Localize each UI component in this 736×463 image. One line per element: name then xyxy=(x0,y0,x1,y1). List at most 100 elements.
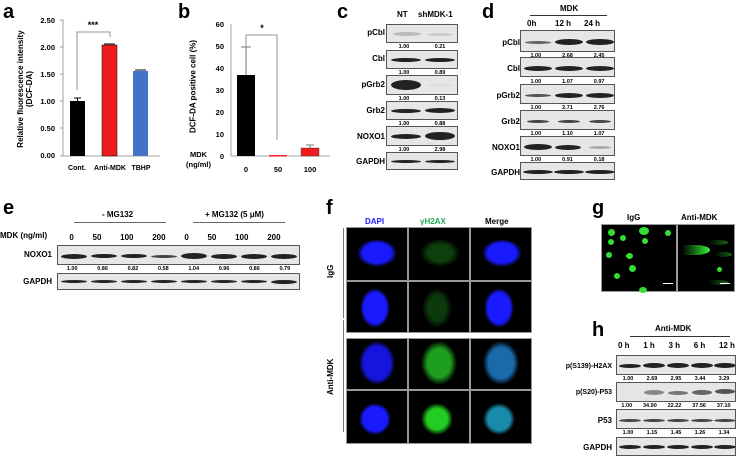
image-anti-mdk-dapi-2 xyxy=(346,390,408,444)
svg-text:20: 20 xyxy=(216,108,224,117)
blot-noxo1 xyxy=(57,245,300,265)
svg-text:TBHP: TBHP xyxy=(131,165,150,172)
blot-pp53 xyxy=(616,382,736,402)
svg-text:***: *** xyxy=(88,20,99,30)
group-header: - MG132 xyxy=(102,210,134,219)
col-header: NT xyxy=(397,10,408,19)
panel-a-ylabel: Relative fluorescence intensity (DCF-DA) xyxy=(16,30,34,148)
svg-text:100: 100 xyxy=(304,165,317,174)
row-label: NOXO1 xyxy=(356,132,385,141)
group-header: Anti-MDK xyxy=(655,324,692,333)
panel-label-a: a xyxy=(3,1,15,23)
col-header-anti-mdk: Anti-MDK xyxy=(681,213,718,222)
row-label: Grb2 xyxy=(501,117,520,126)
row-label: GAPDH xyxy=(23,277,52,286)
svg-text:0: 0 xyxy=(220,152,224,161)
image-anti-mdk-dapi-1 xyxy=(346,338,408,390)
blot-noxo1 xyxy=(520,136,615,156)
blot-pgrb2 xyxy=(520,84,615,104)
dose-columns: 0 50 100 200 0 50 100 200 xyxy=(69,233,281,242)
blot-pcbl xyxy=(386,24,458,43)
row-label: GAPDH xyxy=(491,168,520,177)
panel-label-e: e xyxy=(3,197,15,219)
panel-b-xlabel: MDK (ng/ml) xyxy=(186,150,211,169)
svg-text:Anti-MDK: Anti-MDK xyxy=(94,165,126,172)
blot-pgrb2 xyxy=(386,75,458,95)
blot-noxo1 xyxy=(386,126,458,146)
image-igg-dapi-2 xyxy=(346,281,408,333)
row-label-igg: IgG xyxy=(326,264,335,278)
row-label: NOXO1 xyxy=(23,250,52,259)
image-igg-h2ax-2 xyxy=(408,281,470,333)
svg-text:0: 0 xyxy=(244,165,248,174)
image-anti-mdk-h2ax-2 xyxy=(408,390,470,444)
group-header: + MG132 (5 μM) xyxy=(205,210,264,219)
row-header: MDK (ng/ml) xyxy=(0,231,48,240)
panel-label-g: g xyxy=(592,197,605,219)
svg-text:1.00: 1.00 xyxy=(40,97,55,106)
col-header-merge: Merge xyxy=(485,217,509,226)
row-label: Cbl xyxy=(372,54,385,63)
row-label: GAPDH xyxy=(583,443,612,452)
blot-cbl xyxy=(520,57,615,77)
group-header: MDK xyxy=(560,4,579,13)
image-anti-mdk-merge-2 xyxy=(470,390,532,444)
blot-ph2ax xyxy=(616,355,736,375)
panel-a-chart: 2.50 2.00 1.50 1.00 0.50 0.00 *** Cont. A… xyxy=(40,16,160,172)
blot-gapdh xyxy=(616,437,736,456)
blot-grb2 xyxy=(386,101,458,120)
row-label: pCbl xyxy=(367,28,385,37)
divider xyxy=(530,15,607,16)
svg-text:0.50: 0.50 xyxy=(40,124,55,133)
blot-cbl xyxy=(386,50,458,69)
image-igg-dapi-1 xyxy=(346,227,408,281)
svg-text:2.00: 2.00 xyxy=(40,43,55,52)
image-igg-merge-1 xyxy=(470,227,532,281)
panel-label-d: d xyxy=(482,1,495,23)
blot-pcbl xyxy=(520,30,615,52)
col-header-igg: IgG xyxy=(627,213,641,222)
col-header-dapi: DAPI xyxy=(365,217,385,226)
row-label: GAPDH xyxy=(356,157,385,166)
blot-gapdh xyxy=(520,162,615,180)
svg-text:50: 50 xyxy=(274,165,282,174)
svg-text:10: 10 xyxy=(216,130,224,139)
row-label: p(S20)-P53 xyxy=(575,389,612,396)
row-label: Cbl xyxy=(507,64,520,73)
comet-image-igg xyxy=(601,224,677,293)
blot-gapdh xyxy=(57,273,300,290)
row-label: pCbl xyxy=(502,38,520,47)
svg-text:0.00: 0.00 xyxy=(40,151,55,160)
blot-grb2 xyxy=(520,110,615,130)
row-label: pGrb2 xyxy=(361,80,385,89)
svg-text:30: 30 xyxy=(216,86,224,95)
panel-label-f: f xyxy=(326,197,333,219)
row-label-anti-mdk: Anti-MDK xyxy=(326,358,335,395)
svg-text:*: * xyxy=(260,23,264,33)
blot-gapdh xyxy=(386,152,458,170)
panel-label-b: b xyxy=(178,1,191,23)
image-anti-mdk-merge-1 xyxy=(470,338,532,390)
svg-text:40: 40 xyxy=(216,64,224,73)
svg-text:50: 50 xyxy=(216,42,224,51)
row-label: NOXO1 xyxy=(491,143,520,152)
ytick: 2.50 xyxy=(40,16,55,25)
comet-image-anti-mdk xyxy=(677,224,735,292)
svg-text:60: 60 xyxy=(216,20,224,29)
row-label: P53 xyxy=(597,416,612,425)
row-label: pGrb2 xyxy=(496,91,520,100)
col-header: shMDK-1 xyxy=(418,10,453,19)
panel-label-c: c xyxy=(337,1,349,23)
row-label: p(S139)-H2AX xyxy=(565,363,612,370)
scale-bar xyxy=(663,283,673,284)
svg-text:1.50: 1.50 xyxy=(40,70,55,79)
blot-p53 xyxy=(616,409,736,429)
row-label: Grb2 xyxy=(366,106,385,115)
svg-text:Cont.: Cont. xyxy=(68,165,86,172)
panel-label-h: h xyxy=(592,319,605,341)
image-anti-mdk-h2ax-1 xyxy=(408,338,470,390)
panel-b-ylabel: DCF-DA positive cell (%) xyxy=(188,39,198,134)
image-igg-merge-2 xyxy=(470,281,532,333)
col-header-h2ax: γH2AX xyxy=(420,217,446,226)
